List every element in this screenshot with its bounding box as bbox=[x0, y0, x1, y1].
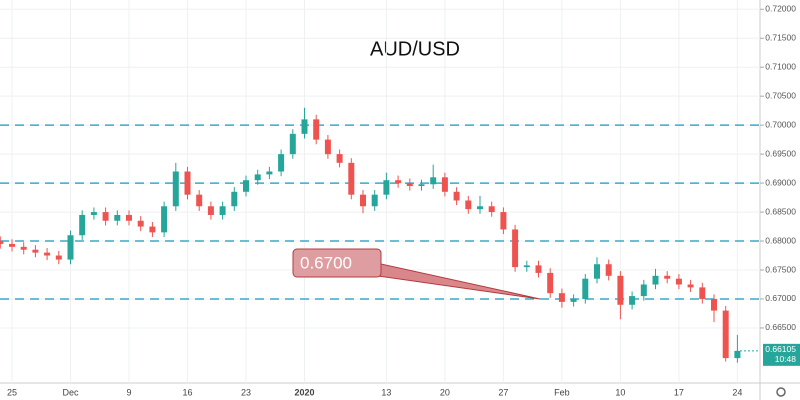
x-tick-label: 2020 bbox=[294, 387, 314, 397]
candle-body bbox=[360, 194, 366, 207]
x-tick-label: Feb bbox=[554, 387, 570, 397]
x-tick-label: 20 bbox=[440, 387, 450, 397]
y-tick-label: 0.66500 bbox=[765, 322, 796, 332]
x-tick-label: 24 bbox=[732, 387, 742, 397]
candle-body bbox=[172, 171, 179, 207]
candle-body bbox=[675, 278, 682, 285]
x-tick-label: 25 bbox=[7, 387, 17, 397]
x-tick-label: 27 bbox=[498, 387, 508, 397]
candle-body bbox=[348, 162, 355, 195]
candle-body bbox=[722, 310, 729, 359]
gear[interactable] bbox=[776, 387, 786, 397]
candle-body bbox=[231, 191, 238, 207]
candle-body bbox=[149, 226, 156, 233]
candle-body bbox=[418, 184, 425, 186]
price-tag-label: 0.66105 bbox=[765, 344, 796, 354]
candle-body bbox=[453, 191, 460, 201]
candle-body bbox=[32, 249, 39, 253]
candle-body bbox=[582, 278, 589, 299]
candle-body bbox=[652, 275, 659, 285]
candle-body bbox=[254, 174, 261, 181]
y-tick-label: 0.71000 bbox=[765, 61, 796, 71]
candle-body bbox=[67, 235, 74, 260]
candle-body bbox=[301, 119, 308, 134]
candle-body bbox=[512, 229, 519, 268]
candle-body bbox=[55, 255, 62, 260]
candle-body bbox=[278, 154, 285, 172]
candle-body bbox=[640, 284, 647, 297]
y-tick-label: 0.67500 bbox=[765, 264, 796, 274]
candle-body bbox=[430, 177, 437, 185]
y-tick-label: 0.70000 bbox=[765, 119, 796, 129]
x-tick-label: 10 bbox=[615, 387, 625, 397]
candle-body bbox=[605, 264, 612, 276]
candle-body bbox=[126, 214, 132, 221]
candle-body bbox=[0, 241, 4, 244]
y-tick-label: 0.68000 bbox=[765, 235, 796, 245]
annotation-text: 0.6700 bbox=[300, 253, 352, 272]
candle-body bbox=[500, 212, 507, 230]
candle-body bbox=[687, 284, 694, 288]
candle-body bbox=[219, 206, 226, 215]
candle-body bbox=[535, 265, 542, 273]
candle-body bbox=[289, 133, 296, 155]
y-tick-label: 0.68500 bbox=[765, 206, 796, 216]
settings-icon[interactable] bbox=[776, 387, 786, 397]
x-tick-label: 23 bbox=[241, 387, 251, 397]
candle-body bbox=[477, 206, 483, 210]
x-tick-label: 16 bbox=[182, 387, 192, 397]
candle-body bbox=[629, 296, 636, 305]
candle-body bbox=[734, 350, 741, 359]
candle-body bbox=[570, 298, 577, 302]
candle-body bbox=[137, 220, 144, 227]
candle-body bbox=[102, 212, 109, 221]
y-tick-label: 0.69000 bbox=[765, 177, 796, 187]
candle-body bbox=[523, 265, 530, 268]
candle-body bbox=[465, 200, 472, 210]
candle-body bbox=[161, 206, 168, 233]
x-tick-label: 9 bbox=[126, 387, 131, 397]
candle-body bbox=[441, 177, 448, 192]
candle-body bbox=[547, 272, 554, 294]
candle-body bbox=[324, 139, 331, 155]
annotation-box bbox=[292, 248, 382, 278]
candle-body bbox=[184, 171, 191, 195]
candle-body bbox=[383, 180, 390, 195]
candle-body bbox=[44, 252, 51, 256]
candle-body bbox=[406, 183, 413, 186]
candle-body bbox=[196, 194, 203, 207]
candle-body bbox=[699, 287, 706, 299]
candle-body bbox=[20, 246, 27, 250]
price-tag bbox=[763, 343, 800, 366]
y-tick-label: 0.69500 bbox=[765, 148, 796, 158]
x-tick-label: Dec bbox=[62, 387, 79, 397]
candle-body bbox=[266, 171, 273, 175]
candle-body bbox=[594, 264, 600, 279]
candle-body bbox=[711, 298, 717, 311]
candle-body bbox=[558, 293, 565, 302]
candle-body bbox=[395, 180, 402, 184]
chart-title: AUD/USD bbox=[370, 38, 460, 60]
y-tick-label: 0.72000 bbox=[765, 4, 796, 14]
x-tick-label: 13 bbox=[381, 387, 391, 397]
candle-body bbox=[336, 154, 343, 163]
candle-body bbox=[9, 243, 15, 247]
candle-body bbox=[90, 212, 97, 215]
candle-body bbox=[313, 119, 320, 140]
candle-body bbox=[79, 214, 86, 236]
y-tick-label: 0.70500 bbox=[765, 90, 796, 100]
countdown-label: 10:48 bbox=[775, 354, 797, 364]
candle-body bbox=[664, 275, 671, 279]
candle-body bbox=[371, 194, 378, 207]
y-tick-label: 0.67000 bbox=[765, 293, 796, 303]
x-tick-label: 17 bbox=[674, 387, 684, 397]
candle-body bbox=[488, 206, 495, 213]
candle-body bbox=[207, 206, 214, 215]
y-tick-label: 0.71500 bbox=[765, 32, 796, 42]
candle-body bbox=[243, 180, 249, 192]
candle-body bbox=[114, 214, 121, 221]
candle-body bbox=[617, 275, 624, 305]
